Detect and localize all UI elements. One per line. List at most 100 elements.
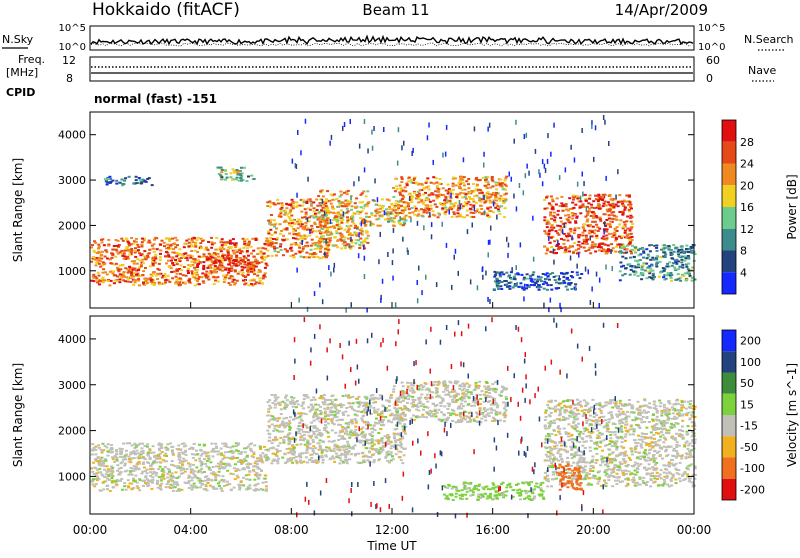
power-streak [382,279,384,284]
power-cell [551,229,554,231]
power-cell [562,280,565,282]
velocity-cell [393,436,396,438]
power-cell [563,282,566,284]
power-cell [553,219,556,221]
velocity-cell [203,444,206,446]
power-cell [557,210,560,212]
power-cell [400,176,403,178]
velocity-cell [230,489,233,491]
power-cell [523,279,526,281]
velocity-cell [302,403,305,405]
power-cell [589,195,592,197]
power-cell [448,200,451,202]
velocity-cell [101,450,104,452]
power-cell [347,204,350,206]
velocity-cell [253,465,256,467]
velocity-cell [270,419,273,421]
power-cell [227,253,230,255]
power-cell [148,249,151,251]
power-cell [301,205,304,207]
velocity-cell [299,459,302,461]
velocity-cell [329,458,332,460]
power-cell [355,234,358,236]
power-cell [461,189,464,191]
power-cell [297,218,300,220]
power-cell [198,256,201,258]
power-cell [533,284,536,286]
velocity-cell [150,488,153,490]
power-cell [134,268,137,270]
power-cell [224,269,227,271]
power-cell [142,274,145,276]
velocity-cell [149,468,152,470]
power-cell [622,204,625,206]
power-cell [102,268,105,270]
velocity-cell [195,466,198,468]
power-cell [299,251,302,253]
velocity-cell [371,441,374,443]
power-cell [634,266,637,268]
power-cell [475,177,478,179]
power-cell [555,204,558,206]
power-cell [302,199,305,201]
velocity-cell [130,488,133,490]
velocity-cell [335,453,338,455]
power-cell [217,253,220,255]
power-streak [511,267,513,272]
power-streak [460,205,462,210]
power-cell [584,200,587,202]
velocity-cell [306,427,309,429]
power-streak [296,164,298,169]
power-cell [221,270,224,272]
velocity-cell [287,458,290,460]
velocity-cell [176,448,179,450]
power-cell [297,232,300,234]
velocity-cell [166,483,169,485]
power-cell [103,244,106,246]
power-cell [664,247,667,249]
freq-label-line2: [MHz] [6,66,38,79]
velocity-cell [183,442,186,444]
power-cell [195,275,198,277]
power-streak [511,177,513,182]
power-cell [178,284,181,286]
power-streak [599,303,601,308]
power-cell [94,259,97,261]
velocity-cell [283,423,286,425]
velocity-cell [380,439,383,441]
power-streak [585,267,587,272]
velocity-cell [348,437,351,439]
velocity-cell [350,453,353,455]
velocity-cell [404,433,407,435]
power-cell [277,203,280,205]
velocity-cell [286,399,289,401]
power-cell [532,271,535,273]
velocity-cell [116,464,119,466]
power-cell [165,279,168,281]
power-cell [290,226,293,228]
nsearch-trace [91,43,691,46]
power-cell [155,275,158,277]
power-colorbar-label: Power [dB] [785,174,799,239]
power-cell [407,203,410,205]
power-cell [581,235,584,237]
power-cell [436,185,439,187]
power-streak [490,226,492,231]
power-cell [234,246,237,248]
power-streak [595,125,597,130]
power-cell [547,233,550,235]
power-cell [404,209,407,211]
power-cell [388,206,391,208]
power-cell [438,213,441,215]
power-streak [485,271,487,276]
power-cell [529,275,532,277]
power-cell [277,251,280,253]
power-cell [135,241,138,243]
power-cell [288,233,291,235]
power-cell [351,205,354,207]
power-cell [566,277,569,279]
power-cell [137,249,140,251]
velocity-cell [235,449,238,451]
power-cell [504,184,507,186]
power-streak [524,284,526,289]
